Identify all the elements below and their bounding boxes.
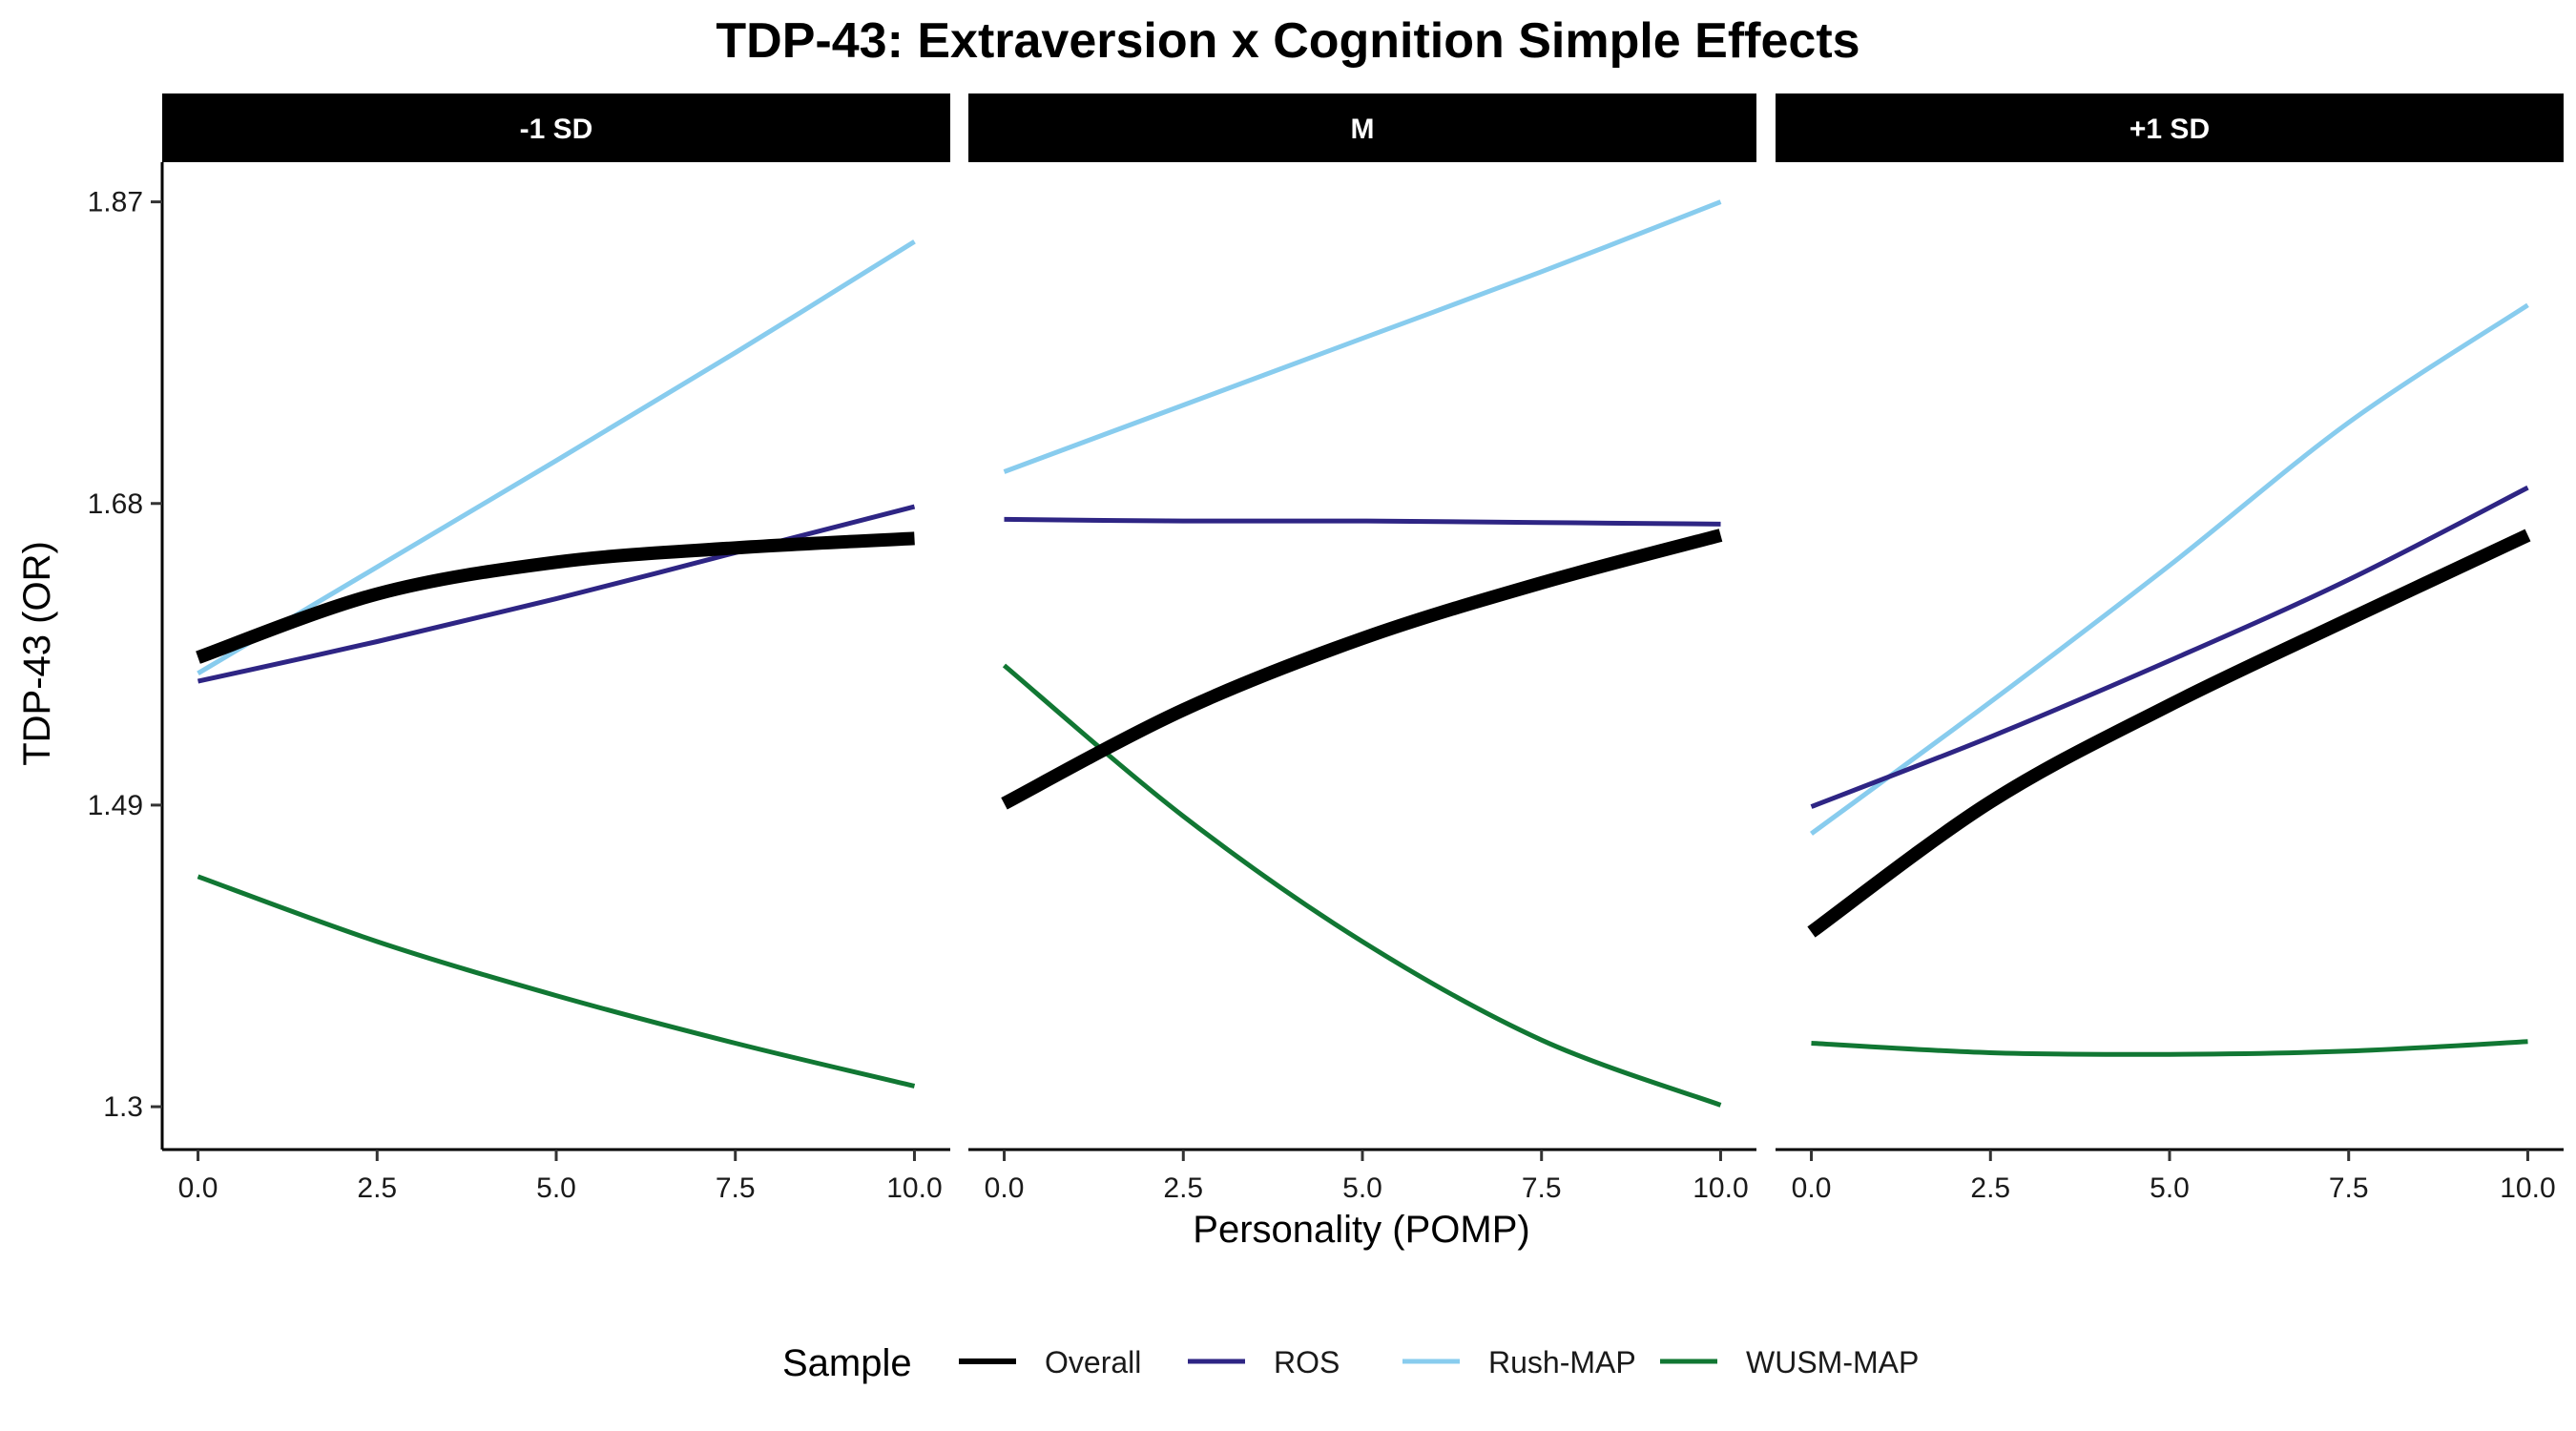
legend-label: ROS <box>1274 1345 1340 1379</box>
series-line-rush-map <box>197 239 916 675</box>
series-line-overall <box>1001 529 1723 810</box>
x-tick-label: 5.0 <box>536 1172 576 1204</box>
series-line-overall <box>196 531 915 664</box>
series-line-wusm-map <box>1811 1039 2528 1057</box>
x-tick-label: 2.5 <box>1970 1172 2010 1204</box>
series-line-overall <box>1807 529 2531 938</box>
x-tick-label: 7.5 <box>1522 1172 1562 1204</box>
x-axis-title: Personality (POMP) <box>1193 1209 1529 1251</box>
facet-panel-2: +1 SD 0.0 2.5 5.0 7.5 10.0 <box>1776 93 2564 1204</box>
legend: Sample Overall ROS Rush-MAP WUSM-MAP <box>782 1342 1919 1384</box>
legend-label: WUSM-MAP <box>1746 1345 1919 1379</box>
series-line-ros <box>1004 516 1721 527</box>
x-tick-label: 10.0 <box>1693 1172 1748 1204</box>
facet-panel-1: M 0.0 2.5 5.0 7.5 10.0 <box>968 93 1756 1204</box>
series-line-rush-map <box>1003 199 1722 474</box>
x-tick-label: 7.5 <box>716 1172 756 1204</box>
legend-title: Sample <box>782 1342 912 1384</box>
y-tick-label: 1.68 <box>88 488 143 520</box>
x-tick-label: 0.0 <box>985 1172 1025 1204</box>
x-tick-label: 0.0 <box>178 1172 218 1204</box>
legend-label: Overall <box>1045 1345 1141 1379</box>
series-line-wusm-map <box>1002 663 1722 1108</box>
facet-strip-label: M <box>1351 114 1375 145</box>
x-tick-label: 0.0 <box>1792 1172 1832 1204</box>
facet-strip-label: +1 SD <box>2129 114 2210 145</box>
x-tick-label: 7.5 <box>2329 1172 2369 1204</box>
facet-panel-0: -1 SD 0.0 2.5 5.0 7.5 10.0 1.3 1.49 1.68 1.87 <box>88 93 950 1204</box>
y-tick-label: 1.3 <box>103 1091 143 1123</box>
series-line-ros <box>1810 485 2529 809</box>
y-axis-title: TDP-43 (OR) <box>16 541 58 766</box>
y-tick-label: 1.49 <box>88 790 143 821</box>
legend-label: Rush-MAP <box>1488 1345 1636 1379</box>
facet-strip-label: -1 SD <box>520 114 593 145</box>
x-tick-label: 10.0 <box>2500 1172 2555 1204</box>
y-tick-label: 1.87 <box>88 187 143 218</box>
x-tick-label: 2.5 <box>357 1172 397 1204</box>
chart-title: TDP-43: Extraversion x Cognition Simple … <box>716 13 1859 69</box>
x-tick-label: 5.0 <box>1342 1172 1382 1204</box>
series-line-ros <box>197 504 916 684</box>
x-tick-label: 2.5 <box>1163 1172 1203 1204</box>
facet-strip <box>162 93 950 162</box>
x-tick-label: 10.0 <box>886 1172 942 1204</box>
series-line-rush-map <box>1810 302 2529 836</box>
series-line-wusm-map <box>197 874 916 1089</box>
facet-strip <box>968 93 1756 162</box>
facet-strip <box>1776 93 2564 162</box>
facet-panels: -1 SD 0.0 2.5 5.0 7.5 10.0 1.3 1.49 1.68 1.87 M 0.0… <box>88 93 2564 1204</box>
x-tick-label: 5.0 <box>2150 1172 2190 1204</box>
